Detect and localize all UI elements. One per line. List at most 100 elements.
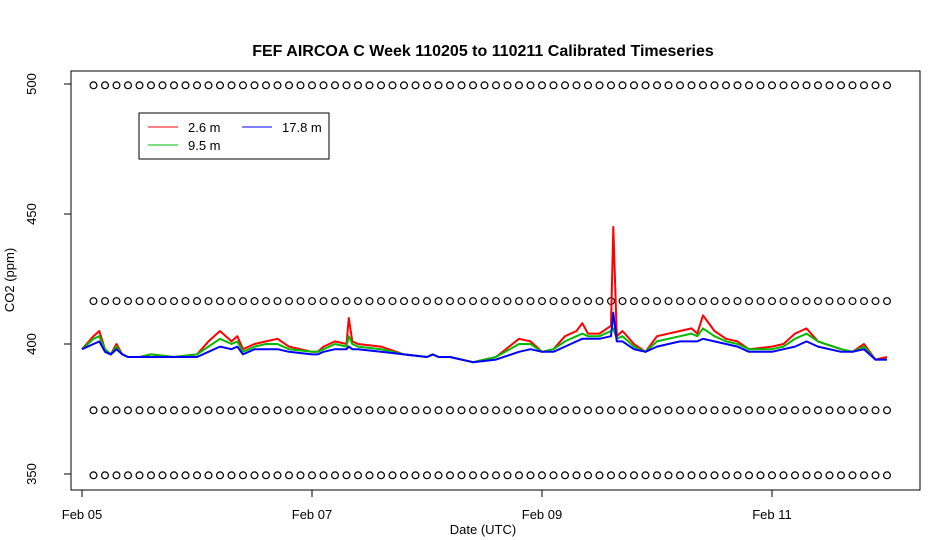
- status-marker: [158, 406, 167, 415]
- x-tick-label: Feb 05: [62, 507, 102, 522]
- status-markers: [89, 81, 891, 480]
- status-marker: [308, 471, 317, 480]
- status-marker: [377, 81, 386, 90]
- status-marker: [871, 81, 880, 90]
- status-marker: [721, 471, 730, 480]
- x-tick-label: Feb 11: [752, 507, 792, 522]
- status-marker: [469, 297, 478, 306]
- status-marker: [629, 471, 638, 480]
- status-marker: [434, 471, 443, 480]
- status-marker: [549, 471, 558, 480]
- x-axis: Feb 05 Feb 07 Feb 09 Feb 11: [62, 490, 792, 522]
- status-marker: [434, 406, 443, 415]
- status-marker: [492, 297, 501, 306]
- status-marker: [652, 406, 661, 415]
- status-marker: [400, 471, 409, 480]
- status-marker: [583, 406, 592, 415]
- status-marker: [687, 81, 696, 90]
- status-marker: [882, 81, 891, 90]
- status-marker: [193, 471, 202, 480]
- status-marker: [664, 81, 673, 90]
- status-marker: [698, 297, 707, 306]
- status-marker: [170, 471, 179, 480]
- status-marker: [503, 406, 512, 415]
- status-marker: [859, 471, 868, 480]
- status-marker: [514, 81, 523, 90]
- status-marker: [698, 471, 707, 480]
- status-marker: [273, 406, 282, 415]
- status-marker: [480, 81, 489, 90]
- status-marker: [423, 297, 432, 306]
- status-marker: [331, 297, 340, 306]
- legend-label-17-8m: 17.8 m: [282, 120, 322, 135]
- plot-area: [70, 70, 921, 491]
- status-marker: [227, 297, 236, 306]
- status-marker: [871, 297, 880, 306]
- status-marker: [457, 406, 466, 415]
- y-tick-label: 450: [24, 203, 39, 225]
- status-marker: [537, 406, 546, 415]
- status-marker: [354, 406, 363, 415]
- status-marker: [158, 471, 167, 480]
- status-marker: [112, 81, 121, 90]
- status-marker: [262, 81, 271, 90]
- status-marker: [664, 471, 673, 480]
- status-marker: [319, 471, 328, 480]
- status-marker: [480, 406, 489, 415]
- status-marker: [285, 81, 294, 90]
- status-marker: [100, 81, 109, 90]
- x-tick-label: Feb 07: [292, 507, 332, 522]
- status-marker: [641, 81, 650, 90]
- status-marker: [365, 471, 374, 480]
- y-axis-label: CO2 (ppm): [2, 248, 17, 312]
- legend-label-9-5m: 9.5 m: [188, 138, 221, 153]
- status-marker: [675, 406, 684, 415]
- status-marker: [147, 406, 156, 415]
- status-marker: [514, 297, 523, 306]
- status-marker: [423, 406, 432, 415]
- status-marker: [675, 471, 684, 480]
- chart-title: FEF AIRCOA C Week 110205 to 110211 Calib…: [252, 43, 714, 60]
- status-marker: [377, 297, 386, 306]
- status-marker: [331, 406, 340, 415]
- status-marker: [89, 471, 98, 480]
- status-marker: [388, 471, 397, 480]
- status-marker: [446, 471, 455, 480]
- status-marker: [526, 297, 535, 306]
- status-marker: [698, 406, 707, 415]
- status-marker: [652, 471, 661, 480]
- status-marker: [848, 297, 857, 306]
- status-marker: [813, 471, 822, 480]
- status-marker: [572, 297, 581, 306]
- status-marker: [560, 297, 569, 306]
- status-marker: [744, 81, 753, 90]
- status-marker: [779, 406, 788, 415]
- status-marker: [112, 471, 121, 480]
- status-marker: [595, 406, 604, 415]
- status-marker: [204, 297, 213, 306]
- status-marker: [583, 471, 592, 480]
- status-marker: [227, 406, 236, 415]
- status-marker: [319, 81, 328, 90]
- status-marker: [446, 297, 455, 306]
- status-marker: [836, 471, 845, 480]
- status-marker: [721, 81, 730, 90]
- status-marker: [331, 81, 340, 90]
- status-marker: [216, 297, 225, 306]
- status-marker: [514, 406, 523, 415]
- status-marker: [434, 297, 443, 306]
- status-marker: [675, 81, 684, 90]
- status-marker: [813, 406, 822, 415]
- status-marker: [618, 81, 627, 90]
- status-marker: [790, 471, 799, 480]
- status-marker: [526, 81, 535, 90]
- status-marker: [514, 471, 523, 480]
- status-marker: [296, 81, 305, 90]
- status-marker: [687, 406, 696, 415]
- status-marker: [595, 81, 604, 90]
- legend-label-2-6m: 2.6 m: [188, 120, 221, 135]
- status-marker: [710, 297, 719, 306]
- status-marker: [204, 471, 213, 480]
- status-marker: [170, 81, 179, 90]
- status-marker: [181, 406, 190, 415]
